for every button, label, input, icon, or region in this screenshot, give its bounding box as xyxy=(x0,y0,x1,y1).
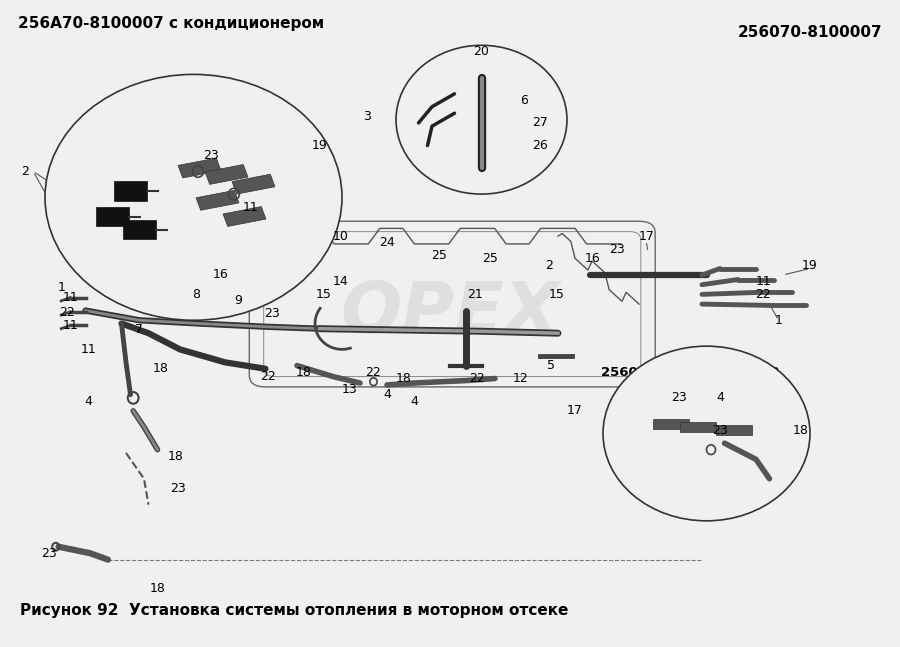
Text: 23: 23 xyxy=(264,307,280,320)
Text: 23: 23 xyxy=(203,149,220,162)
Bar xyxy=(205,164,248,184)
Text: 11: 11 xyxy=(62,319,78,332)
Bar xyxy=(96,207,129,226)
Text: 19: 19 xyxy=(311,139,328,152)
Text: 11: 11 xyxy=(242,201,258,214)
Bar xyxy=(196,190,239,210)
Text: 20: 20 xyxy=(473,45,490,58)
Text: 26: 26 xyxy=(532,139,548,152)
Text: 12: 12 xyxy=(512,372,528,385)
Text: 8: 8 xyxy=(193,288,200,301)
Text: 4: 4 xyxy=(85,395,92,408)
Text: 27: 27 xyxy=(532,116,548,129)
Text: 22: 22 xyxy=(755,288,771,301)
Text: 4: 4 xyxy=(410,395,418,408)
Text: 25: 25 xyxy=(431,249,447,262)
Text: 13: 13 xyxy=(341,383,357,396)
Text: 16: 16 xyxy=(212,269,229,281)
Text: OPEX: OPEX xyxy=(340,280,560,348)
Text: 19: 19 xyxy=(802,259,818,272)
Text: 9: 9 xyxy=(235,294,242,307)
Text: 1: 1 xyxy=(58,281,65,294)
Text: 14: 14 xyxy=(332,275,348,288)
Text: 11: 11 xyxy=(80,343,96,356)
Text: 17: 17 xyxy=(638,230,654,243)
Text: 21: 21 xyxy=(467,288,483,301)
Bar xyxy=(178,158,221,178)
Text: 1: 1 xyxy=(775,314,782,327)
Text: 10: 10 xyxy=(332,230,348,243)
Text: 23: 23 xyxy=(712,424,728,437)
Text: 3: 3 xyxy=(364,110,371,123)
Text: 15: 15 xyxy=(316,288,332,301)
Text: 23: 23 xyxy=(609,243,626,256)
Bar xyxy=(232,174,275,194)
Text: 11: 11 xyxy=(755,275,771,288)
Bar xyxy=(716,425,751,435)
Text: 18: 18 xyxy=(295,366,311,378)
Text: 4: 4 xyxy=(383,388,391,401)
Text: Рисунок 92  Установка системы отопления в моторном отсеке: Рисунок 92 Установка системы отопления в… xyxy=(20,603,568,618)
Text: 22: 22 xyxy=(365,366,382,378)
Bar xyxy=(680,422,716,432)
Bar xyxy=(223,206,266,226)
Text: 24: 24 xyxy=(379,236,395,249)
Text: 23: 23 xyxy=(170,482,186,495)
Ellipse shape xyxy=(396,45,567,194)
Bar xyxy=(123,220,156,239)
Text: 18: 18 xyxy=(152,362,168,375)
Text: 22: 22 xyxy=(469,372,485,385)
Ellipse shape xyxy=(603,346,810,521)
Text: 4: 4 xyxy=(716,391,724,404)
Text: 17: 17 xyxy=(566,404,582,417)
Bar xyxy=(652,419,688,429)
Text: 7: 7 xyxy=(136,324,143,336)
Text: 18: 18 xyxy=(149,582,166,595)
Text: 11: 11 xyxy=(62,291,78,304)
Text: 256000-8100007 с ММЗ: 256000-8100007 с ММЗ xyxy=(601,366,779,378)
Text: 256А70-8100007 с кондиционером: 256А70-8100007 с кондиционером xyxy=(18,16,324,31)
Text: 22: 22 xyxy=(260,370,276,383)
Text: 256070-8100007: 256070-8100007 xyxy=(737,25,882,39)
Text: 5: 5 xyxy=(547,359,554,372)
Text: 23: 23 xyxy=(41,547,58,560)
Text: 16: 16 xyxy=(584,252,600,265)
Text: 2: 2 xyxy=(22,165,29,178)
Text: 25: 25 xyxy=(482,252,499,265)
Text: 6: 6 xyxy=(520,94,527,107)
Bar xyxy=(114,181,147,201)
Text: 18: 18 xyxy=(395,372,411,385)
Text: 22: 22 xyxy=(59,306,76,319)
Text: 18: 18 xyxy=(793,424,809,437)
Text: 18: 18 xyxy=(167,450,184,463)
Ellipse shape xyxy=(45,74,342,320)
Text: 2: 2 xyxy=(545,259,553,272)
Text: 23: 23 xyxy=(671,391,688,404)
Text: 15: 15 xyxy=(548,288,564,301)
